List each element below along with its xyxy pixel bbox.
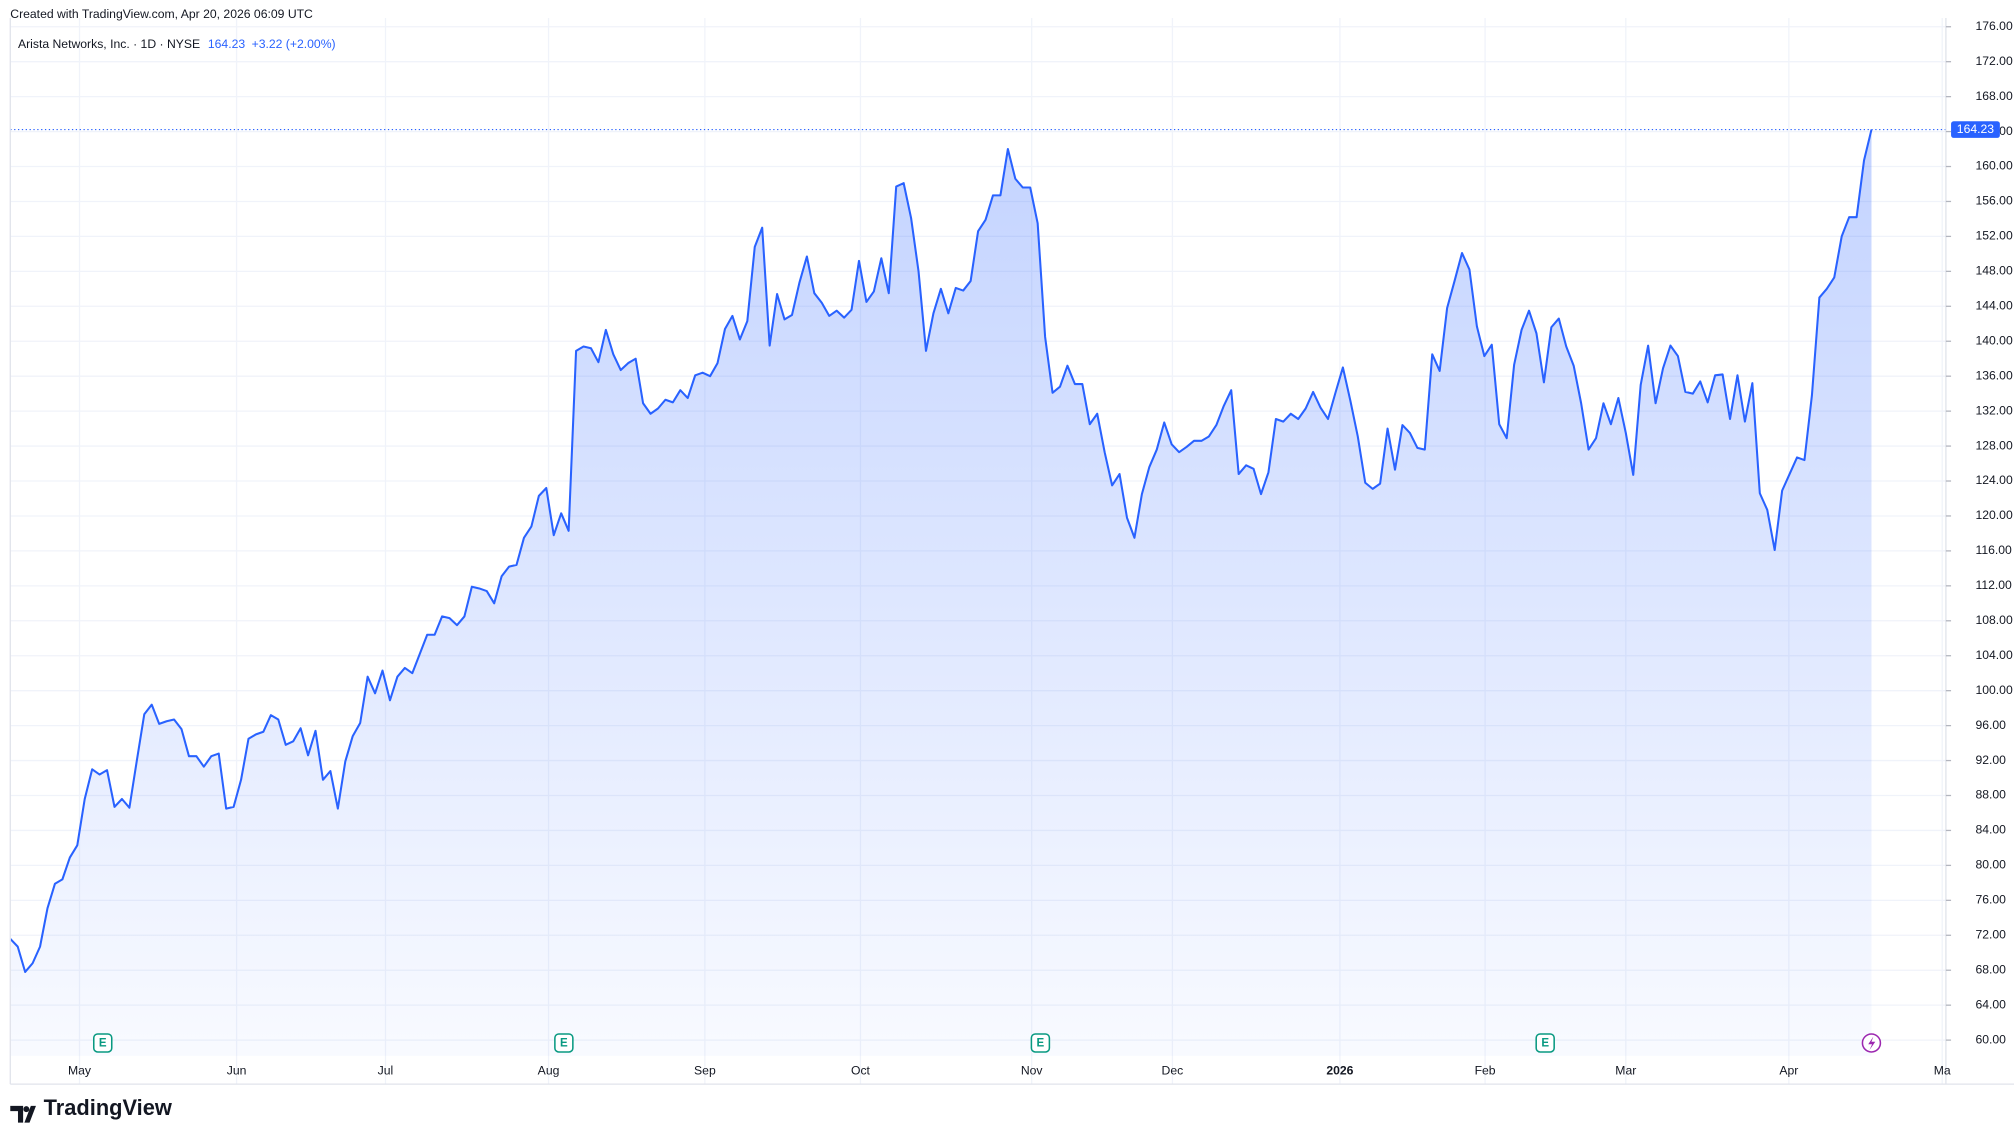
x-tick-label: Mar	[1615, 1063, 1636, 1077]
symbol-info: Arista Networks, Inc. · 1D · NYSE	[18, 37, 200, 51]
logo-dot	[23, 1106, 30, 1113]
lightning-marker[interactable]	[1861, 1033, 1882, 1053]
x-tick-label: Feb	[1475, 1063, 1496, 1077]
x-tick-label: May	[68, 1063, 92, 1077]
y-tick-label: 156.00	[1975, 194, 2012, 208]
y-tick-label: 76.00	[1975, 893, 2006, 907]
earnings-badge	[1030, 1033, 1051, 1053]
y-tick-label: 100.00	[1975, 683, 2012, 697]
earnings-letter: E	[560, 1038, 568, 1050]
y-tick-label: 176.00	[1975, 19, 2012, 33]
y-tick-label: 68.00	[1975, 962, 2006, 976]
y-tick-label: 60.00	[1975, 1032, 2006, 1046]
x-tick-label: 2026	[1326, 1063, 1353, 1077]
x-tick-label: Oct	[851, 1063, 871, 1077]
axes: 60.00 64.00 68.00 72.00 76.00 80.00 84.00 88.00…	[68, 19, 2013, 1078]
y-tick-label: 132.00	[1975, 403, 2012, 417]
y-tick-label: 88.00	[1975, 788, 2006, 802]
y-tick-label: 116.00	[1975, 543, 2012, 557]
area-fill	[10, 129, 1872, 1056]
y-tick-label: 172.00	[1975, 54, 2012, 68]
y-tick-label: 144.00	[1975, 299, 2012, 313]
last-price-box	[1951, 121, 2000, 138]
x-tick-label: Dec	[1162, 1063, 1184, 1077]
y-tick-label: 80.00	[1975, 858, 2006, 872]
y-tick-label: 152.00	[1975, 229, 2012, 243]
y-tick-label: 108.00	[1975, 613, 2012, 627]
earnings-badge	[1535, 1033, 1555, 1053]
x-tick-label: Jun	[227, 1063, 247, 1077]
created-note: Created with TradingView.com, Apr 20, 20…	[10, 7, 313, 21]
x-tick-label: Sep	[694, 1063, 716, 1077]
plot-area	[10, 129, 1946, 1056]
y-tick-label: 160.00	[1975, 159, 2012, 173]
header-price: 164.23	[208, 37, 245, 51]
y-tick-label: 148.00	[1975, 264, 2012, 278]
lightning-icon	[1868, 1036, 1876, 1051]
earnings-marker[interactable]: E	[1030, 1033, 1051, 1053]
y-tick-label: 84.00	[1975, 823, 2006, 837]
y-tick-label: 96.00	[1975, 718, 2006, 732]
earnings-letter: E	[1541, 1038, 1549, 1050]
earnings-badge	[554, 1033, 574, 1053]
earnings-badge	[92, 1033, 113, 1053]
x-tick-label: Nov	[1021, 1063, 1044, 1077]
y-tick-label: 168.00	[1975, 89, 2012, 103]
y-tick-label: 128.00	[1975, 438, 2012, 452]
x-tick-label: Jul	[378, 1063, 394, 1077]
y-tick-label: 72.00	[1975, 927, 2006, 941]
y-tick-label: 140.00	[1975, 333, 2012, 347]
y-tick-label: 64.00	[1975, 997, 2006, 1011]
y-tick-label: 112.00	[1975, 578, 2012, 592]
earnings-marker[interactable]: E	[92, 1033, 113, 1053]
earnings-letter: E	[1037, 1038, 1045, 1050]
y-tick-label: 136.00	[1975, 368, 2012, 382]
x-tick-label: Ma	[1934, 1063, 1951, 1077]
earnings-marker[interactable]: E	[1535, 1033, 1555, 1053]
price-line	[10, 129, 1873, 974]
brand-name: TradingView	[44, 1095, 173, 1120]
y-tick-label: 120.00	[1975, 508, 2012, 522]
y-tick-label: 92.00	[1975, 753, 2006, 767]
x-tick-label: Aug	[538, 1063, 560, 1077]
header-change: +3.22 (+2.00%)	[252, 37, 336, 51]
x-tick-label: Apr	[1779, 1063, 1798, 1077]
earnings-marker[interactable]: E	[554, 1033, 574, 1053]
earnings-letter: E	[99, 1038, 107, 1050]
last-price-label: 164.23	[1957, 122, 1994, 136]
y-tick-label: 124.00	[1975, 473, 2012, 487]
y-tick-label: 104.00	[1975, 648, 2012, 662]
